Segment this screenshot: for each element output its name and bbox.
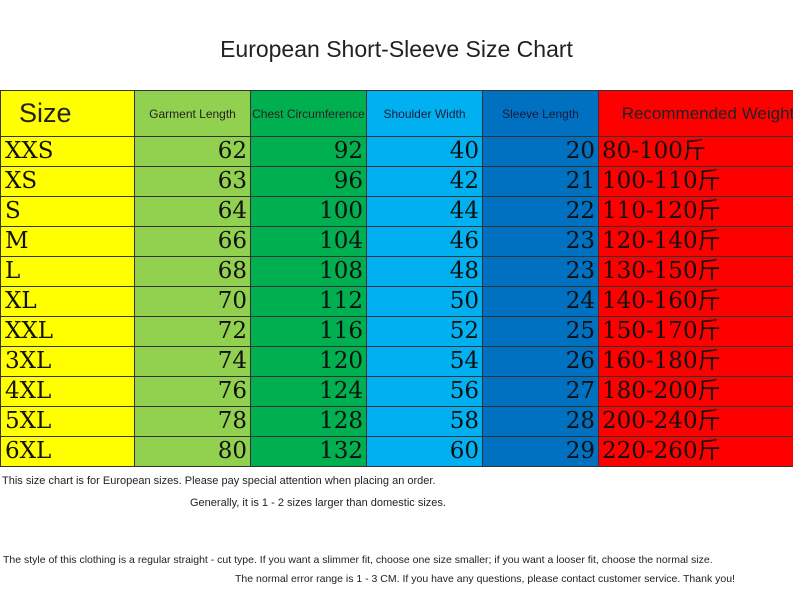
garment-length-cell: 76 — [134, 376, 251, 407]
sleeve-cell: 23 — [482, 226, 599, 257]
table-row: M 66 104 46 23 120-140斤 — [0, 226, 793, 257]
garment-length-cell: 63 — [134, 166, 251, 197]
size-chart-table: Size Garment Length Chest Circumference … — [0, 90, 793, 467]
shoulder-cell: 48 — [366, 256, 483, 287]
chest-cell: 120 — [250, 346, 367, 377]
table-row: XS 63 96 42 21 100-110斤 — [0, 166, 793, 197]
header-chest-circumference: Chest Circumference — [250, 90, 367, 137]
weight-cell: 140-160斤 — [598, 286, 793, 317]
garment-length-cell: 78 — [134, 406, 251, 437]
shoulder-cell: 56 — [366, 376, 483, 407]
table-row: XXL 72 116 52 25 150-170斤 — [0, 316, 793, 347]
weight-cell: 180-200斤 — [598, 376, 793, 407]
header-size: Size — [0, 90, 135, 137]
shoulder-cell: 54 — [366, 346, 483, 377]
weight-cell: 100-110斤 — [598, 166, 793, 197]
garment-length-cell: 72 — [134, 316, 251, 347]
garment-length-cell: 66 — [134, 226, 251, 257]
chart-title: European Short-Sleeve Size Chart — [220, 36, 573, 62]
chest-cell: 92 — [250, 136, 367, 167]
weight-cell: 110-120斤 — [598, 196, 793, 227]
sleeve-cell: 28 — [482, 406, 599, 437]
sleeve-cell: 22 — [482, 196, 599, 227]
sleeve-cell: 23 — [482, 256, 599, 287]
garment-length-cell: 62 — [134, 136, 251, 167]
weight-cell: 130-150斤 — [598, 256, 793, 287]
size-cell: XXL — [0, 316, 135, 347]
header-sleeve-length: Sleeve Length — [482, 90, 599, 137]
shoulder-cell: 44 — [366, 196, 483, 227]
size-cell: L — [0, 256, 135, 287]
weight-cell: 160-180斤 — [598, 346, 793, 377]
shoulder-cell: 40 — [366, 136, 483, 167]
size-cell: M — [0, 226, 135, 257]
chest-cell: 112 — [250, 286, 367, 317]
shoulder-cell: 60 — [366, 436, 483, 467]
garment-length-cell: 74 — [134, 346, 251, 377]
sleeve-cell: 20 — [482, 136, 599, 167]
size-cell: 5XL — [0, 406, 135, 437]
chest-cell: 124 — [250, 376, 367, 407]
sleeve-cell: 21 — [482, 166, 599, 197]
chest-cell: 116 — [250, 316, 367, 347]
chest-cell: 108 — [250, 256, 367, 287]
chest-cell: 132 — [250, 436, 367, 467]
table-row: L 68 108 48 23 130-150斤 — [0, 256, 793, 287]
chest-cell: 96 — [250, 166, 367, 197]
shoulder-cell: 42 — [366, 166, 483, 197]
sleeve-cell: 24 — [482, 286, 599, 317]
weight-cell: 200-240斤 — [598, 406, 793, 437]
note-european-sizes: This size chart is for European sizes. P… — [2, 475, 436, 487]
size-cell: 6XL — [0, 436, 135, 467]
shoulder-cell: 50 — [366, 286, 483, 317]
weight-cell: 120-140斤 — [598, 226, 793, 257]
size-cell: XXS — [0, 136, 135, 167]
header-garment-length: Garment Length — [134, 90, 251, 137]
header-recommended-weight: Recommended Weight — [598, 90, 793, 137]
chest-cell: 100 — [250, 196, 367, 227]
note-error-range: The normal error range is 1 - 3 CM. If y… — [235, 573, 735, 585]
table-row: 5XL 78 128 58 28 200-240斤 — [0, 406, 793, 437]
note-fit-advice: The style of this clothing is a regular … — [3, 554, 713, 566]
size-cell: XS — [0, 166, 135, 197]
table-row: 3XL 74 120 54 26 160-180斤 — [0, 346, 793, 377]
sleeve-cell: 26 — [482, 346, 599, 377]
table-row: 4XL 76 124 56 27 180-200斤 — [0, 376, 793, 407]
chest-cell: 104 — [250, 226, 367, 257]
table-row: XXS 62 92 40 20 80-100斤 — [0, 136, 793, 167]
size-cell: 3XL — [0, 346, 135, 377]
sleeve-cell: 29 — [482, 436, 599, 467]
size-cell: S — [0, 196, 135, 227]
size-cell: XL — [0, 286, 135, 317]
weight-cell: 220-260斤 — [598, 436, 793, 467]
garment-length-cell: 64 — [134, 196, 251, 227]
weight-cell: 80-100斤 — [598, 136, 793, 167]
garment-length-cell: 70 — [134, 286, 251, 317]
chest-cell: 128 — [250, 406, 367, 437]
garment-length-cell: 80 — [134, 436, 251, 467]
header-row: Size Garment Length Chest Circumference … — [0, 90, 793, 137]
note-size-difference: Generally, it is 1 - 2 sizes larger than… — [190, 497, 446, 509]
header-shoulder-width: Shoulder Width — [366, 90, 483, 137]
table-row: S 64 100 44 22 110-120斤 — [0, 196, 793, 227]
sleeve-cell: 27 — [482, 376, 599, 407]
weight-cell: 150-170斤 — [598, 316, 793, 347]
table-row: 6XL 80 132 60 29 220-260斤 — [0, 436, 793, 467]
garment-length-cell: 68 — [134, 256, 251, 287]
sleeve-cell: 25 — [482, 316, 599, 347]
shoulder-cell: 46 — [366, 226, 483, 257]
shoulder-cell: 52 — [366, 316, 483, 347]
table-row: XL 70 112 50 24 140-160斤 — [0, 286, 793, 317]
shoulder-cell: 58 — [366, 406, 483, 437]
size-cell: 4XL — [0, 376, 135, 407]
